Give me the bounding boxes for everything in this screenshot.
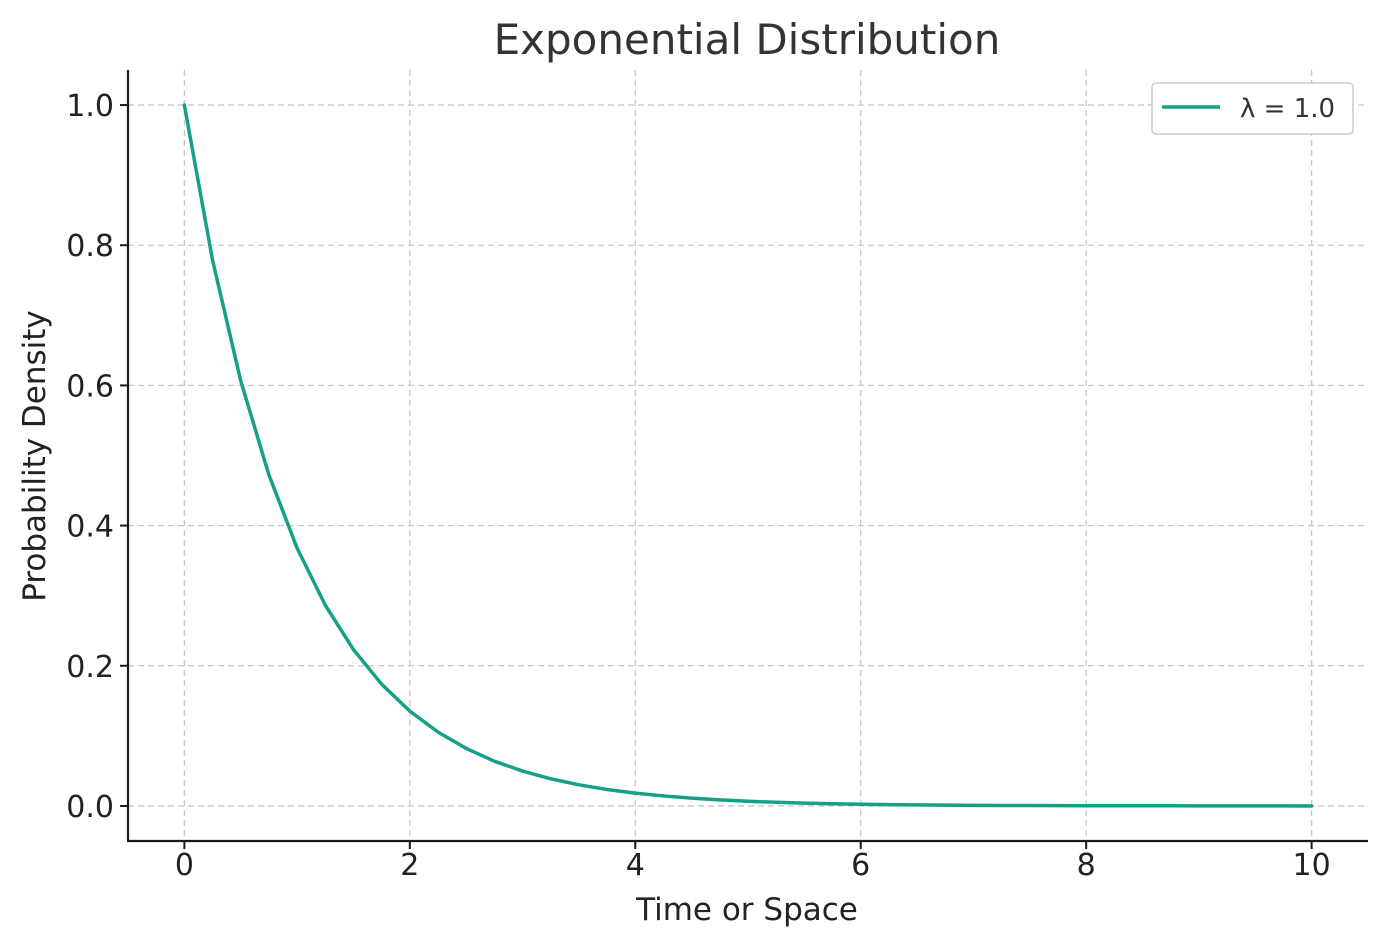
y-axis-label: Probability Density bbox=[17, 310, 53, 602]
legend-box bbox=[1151, 82, 1354, 135]
x-tick-label-2: 4 bbox=[626, 848, 645, 883]
series-line-0 bbox=[182, 103, 1314, 808]
y-tick-label-1: 0.2 bbox=[66, 650, 114, 685]
x-tick-label-5: 10 bbox=[1293, 848, 1331, 883]
y-ticks: 0.0 0.2 0.4 0.6 0.8 1.0 bbox=[66, 89, 128, 825]
x-tick-label-3: 6 bbox=[851, 848, 870, 883]
y-tick-label-3: 0.6 bbox=[66, 369, 114, 404]
chart-title: Exponential Distribution bbox=[494, 15, 1001, 64]
series-layer bbox=[182, 103, 1314, 808]
grid bbox=[128, 70, 1368, 841]
axes bbox=[126, 70, 1368, 843]
y-tick-label-2: 0.4 bbox=[66, 510, 114, 545]
y-tick-label-5: 1.0 bbox=[66, 89, 114, 124]
x-ticks: 0 2 4 6 8 10 bbox=[175, 841, 1331, 883]
x-tick-label-4: 8 bbox=[1077, 848, 1096, 883]
x-tick-label-1: 2 bbox=[400, 848, 419, 883]
y-tick-label-0: 0.0 bbox=[66, 790, 114, 825]
x-tick-label-0: 0 bbox=[175, 848, 194, 883]
legend-label: λ = 1.0 bbox=[1240, 94, 1335, 124]
y-tick-label-4: 0.8 bbox=[66, 229, 114, 264]
x-axis-label: Time or Space bbox=[635, 892, 858, 928]
legend: λ = 1.0 bbox=[1151, 82, 1354, 135]
